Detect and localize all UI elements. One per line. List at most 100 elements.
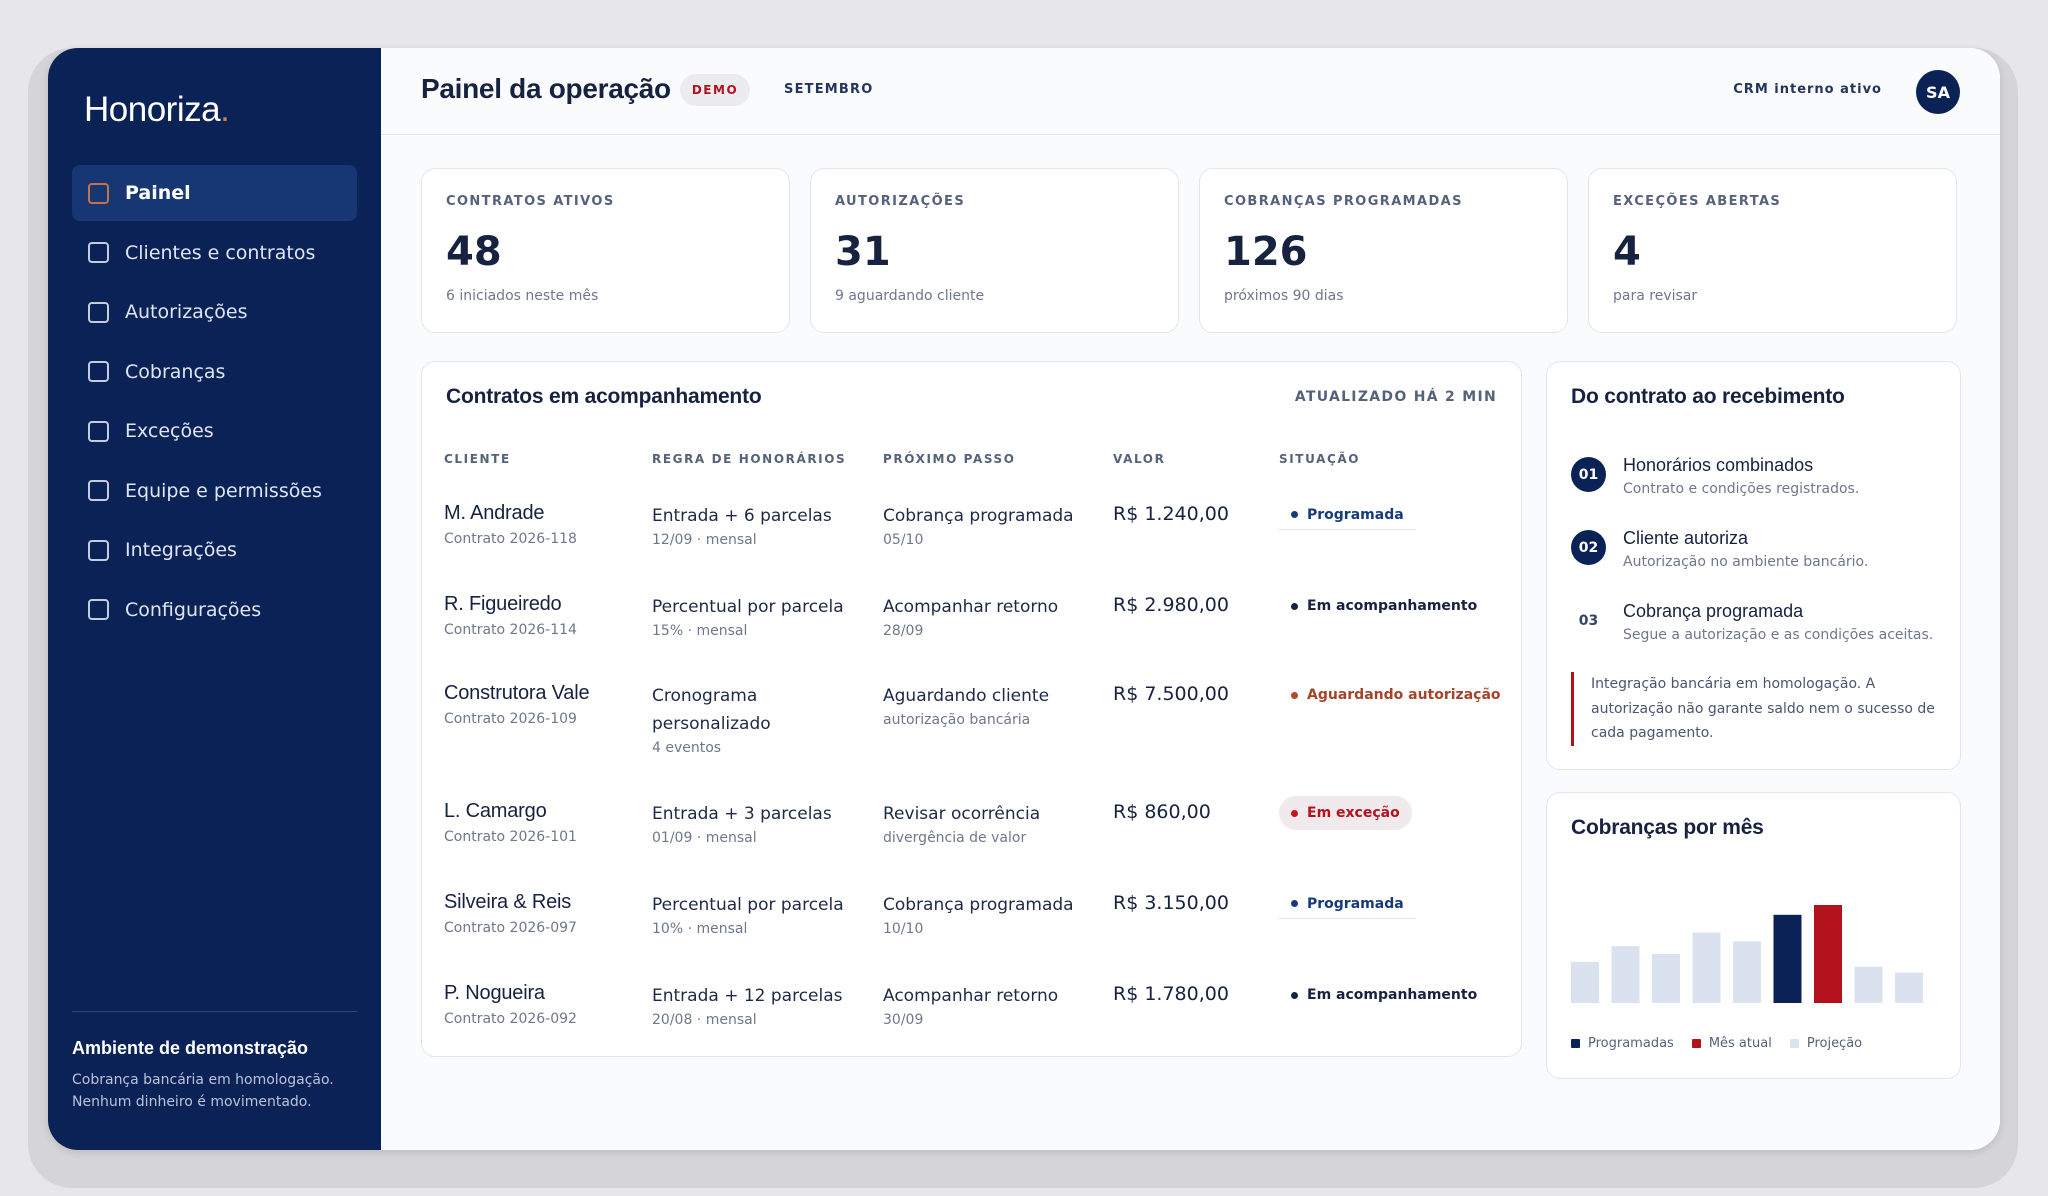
step-description: Contrato e condições registrados. [1623,481,1860,497]
status-badge: Aguardando autorização [1279,678,1513,712]
sidebar-item-painel[interactable]: Painel [72,165,357,221]
environment-text: Cobrança bancária em homologação. Nenhum… [72,1072,334,1110]
status-badge: Em exceção [1279,796,1412,830]
next-step: Aguardando cliente [883,686,1050,706]
amount: R$ 7.500,00 [1113,683,1229,705]
bar-chart [1571,905,1923,1003]
status-label: Programada [1307,895,1404,912]
chart-bar-projecao[interactable] [1733,941,1761,1003]
sidebar-item-equipe[interactable]: Equipe e permissões [72,463,357,519]
next-step: Cobrança programada [883,895,1074,915]
flow-card: Do contrato ao recebimento 01 Honorários… [1546,361,1961,770]
client-name[interactable]: M. Andrade [444,502,545,524]
next-step-detail: 30/09 [883,1012,924,1028]
checkbox-icon [88,182,109,204]
kpi-label: CONTRATOS ATIVOS [446,194,615,209]
sidebar-nav: Painel Clientes e contratos Autorizações… [72,165,357,641]
fee-rule: Entrada + 6 parcelas [652,506,832,526]
kpi-card-autorizacoes: AUTORIZAÇÕES 31 9 aguardando cliente [810,168,1179,333]
chart-bar-projecao[interactable] [1895,972,1923,1003]
flow-title: Do contrato ao recebimento [1571,385,1845,408]
checkbox-icon [88,361,109,382]
column-header[interactable]: CLIENTE [444,452,511,466]
column-header[interactable]: PRÓXIMO PASSO [883,452,1016,466]
amount: R$ 3.150,00 [1113,892,1229,914]
next-step-detail: 28/09 [883,623,924,639]
month-label[interactable]: SETEMBRO [784,82,874,97]
column-header[interactable]: REGRA DE HONORÁRIOS [652,452,847,466]
next-step: Acompanhar retorno [883,986,1059,1006]
status-dot [1291,809,1298,817]
next-step: Cobrança programada [883,506,1074,526]
sidebar-item-autorizacoes[interactable]: Autorizações [72,284,357,340]
next-step: Acompanhar retorno [883,597,1059,617]
checkbox-icon [88,242,109,263]
status-label: Programada [1307,506,1404,523]
homologation-note: Integração bancária em homologação. A au… [1571,672,1941,746]
client-name[interactable]: R. Figueiredo [444,593,562,615]
checkbox-icon [88,599,109,620]
crm-status: CRM interno ativo [1733,82,1882,97]
step-title: Cobrança programada [1623,601,1804,621]
contracts-title: Contratos em acompanhamento [446,385,762,408]
chart-bar-projecao[interactable] [1692,932,1721,1003]
kpi-label: AUTORIZAÇÕES [835,194,966,209]
step-description: Autorização no ambiente bancário. [1623,554,1869,570]
step-title: Cliente autoriza [1623,528,1749,548]
chart-bar-projecao[interactable] [1611,946,1640,1003]
status-label: Em acompanhamento [1307,987,1478,1003]
sidebar-divider [72,1011,357,1012]
brand-logo[interactable]: Honoriza. [84,90,230,129]
chart-bar-atual[interactable] [1814,905,1842,1003]
sidebar-item-label: Clientes e contratos [125,241,316,264]
sidebar-item-cobrancas[interactable]: Cobranças [72,344,357,400]
client-name[interactable]: L. Camargo [444,800,547,822]
next-step-detail: 10/10 [883,921,924,937]
chart-bar-programadas[interactable] [1773,914,1802,1003]
client-name[interactable]: Silveira & Reis [444,891,572,913]
chart-card: Cobranças por mês Programadas Mês atual … [1546,792,1961,1079]
checkbox-icon [88,539,109,561]
step-description: Segue a autorização e as condições aceit… [1623,627,1934,643]
chart-bar-projecao[interactable] [1652,954,1680,1003]
step-title: Honorários combinados [1623,455,1814,475]
legend-swatch [1789,1039,1799,1048]
sidebar-item-label: Cobranças [125,360,226,383]
legend-swatch [1571,1039,1580,1048]
chart-bar-projecao[interactable] [1854,966,1883,1003]
sidebar-item-excecoes[interactable]: Exceções [72,403,357,459]
legend-item: Projeção [1789,1036,1863,1051]
next-step: Revisar ocorrência [883,804,1041,824]
topbar: Painel da operação DEMO SETEMBRO CRM int… [381,48,2000,135]
column-header[interactable]: VALOR [1113,452,1166,466]
client-name[interactable]: Construtora Vale [444,682,590,704]
fee-rule-detail: 12/09 · mensal [652,532,757,548]
sidebar: Honoriza. Painel Clientes e contratos Au… [48,48,381,1150]
chart-bar-projecao[interactable] [1571,961,1599,1003]
kpi-card-excecoes: EXCEÇÕES ABERTAS 4 para revisar [1588,168,1957,333]
kpi-sub: próximos 90 dias [1224,288,1344,304]
status-label: Em exceção [1307,805,1400,821]
sidebar-item-integracoes[interactable]: Integrações [72,522,357,578]
checkbox-icon [88,480,109,501]
status-label: Aguardando autorização [1307,687,1501,703]
sidebar-item-clientes[interactable]: Clientes e contratos [72,225,357,281]
sidebar-item-label: Painel [125,182,191,204]
legend-label: Projeção [1806,1036,1863,1051]
status-badge: Em acompanhamento [1279,978,1489,1012]
sidebar-item-configuracoes[interactable]: Configurações [72,582,357,638]
avatar[interactable]: SA [1916,70,1960,114]
status-dot [1291,691,1298,699]
kpi-sub: para revisar [1613,288,1698,304]
amount: R$ 860,00 [1113,801,1211,823]
contract-id: Contrato 2026-109 [444,711,577,727]
status-badge: Programada [1279,889,1416,919]
contract-id: Contrato 2026-101 [444,829,577,845]
fee-rule: Percentual por parcela [652,895,844,915]
legend-item: Programadas [1571,1036,1674,1051]
step-number: 03 [1578,612,1599,629]
kpi-card-cobrancas: COBRANÇAS PROGRAMADAS 126 próximos 90 di… [1199,168,1568,333]
client-name[interactable]: P. Nogueira [444,982,545,1004]
column-header[interactable]: SITUAÇÃO [1279,452,1361,466]
environment-title: Ambiente de demonstração [72,1038,309,1058]
